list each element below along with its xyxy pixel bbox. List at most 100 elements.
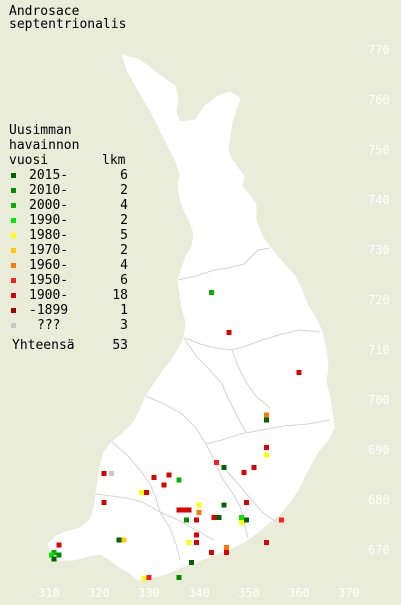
legend-item: -1899 1 bbox=[11, 303, 128, 318]
observation-square bbox=[239, 520, 244, 525]
legend-swatch bbox=[11, 308, 16, 313]
legend-item: 1980- 5 bbox=[11, 228, 128, 243]
legend-item-count: 5 bbox=[120, 228, 128, 243]
northing-label: 680 bbox=[368, 493, 390, 507]
observation-square bbox=[264, 417, 269, 423]
legend-item-label: 1990- bbox=[29, 213, 68, 228]
northing-label: 730 bbox=[368, 243, 390, 257]
observation-square bbox=[161, 482, 167, 488]
observation-square bbox=[194, 517, 199, 523]
northing-label: 720 bbox=[368, 293, 390, 307]
legend-item: 2015- 6 bbox=[11, 168, 128, 183]
observation-square bbox=[139, 490, 144, 495]
easting-labels: 310 320 330 340 350 360 370 bbox=[38, 586, 360, 600]
observation-square bbox=[224, 545, 229, 550]
observation-square bbox=[196, 510, 202, 515]
observation-square bbox=[264, 452, 269, 458]
observation-square bbox=[181, 507, 187, 513]
observation-square bbox=[184, 517, 189, 523]
observation-square bbox=[101, 471, 107, 476]
observation-square bbox=[101, 500, 107, 505]
northing-labels: 770 760 750 740 730 720 710 700 690 680 670 bbox=[368, 43, 390, 557]
easting-label: 310 bbox=[38, 586, 60, 600]
legend-item-count: 4 bbox=[120, 198, 128, 213]
legend-swatch bbox=[11, 323, 16, 328]
observation-square bbox=[141, 576, 147, 581]
northing-label: 690 bbox=[368, 443, 390, 457]
observation-square bbox=[121, 537, 127, 543]
legend-item-label: 1950- bbox=[29, 273, 68, 288]
observation-square bbox=[241, 470, 247, 475]
observation-square bbox=[176, 477, 182, 483]
observation-square bbox=[209, 290, 214, 295]
observation-square bbox=[49, 552, 54, 558]
observation-square bbox=[166, 472, 172, 478]
observation-square bbox=[251, 465, 257, 470]
legend-swatch bbox=[11, 233, 16, 238]
legend-item-count: 6 bbox=[120, 273, 128, 288]
easting-label: 340 bbox=[188, 586, 210, 600]
northing-label: 750 bbox=[368, 143, 390, 157]
legend-item-label: 2000- bbox=[29, 198, 68, 213]
legend-item: 1950- 6 bbox=[11, 273, 128, 288]
legend-swatch bbox=[11, 278, 16, 283]
legend-item-label: 1970- bbox=[29, 243, 68, 258]
observation-square bbox=[144, 490, 149, 495]
observation-square bbox=[56, 542, 62, 548]
observation-square bbox=[279, 517, 284, 523]
legend-item-count: 2 bbox=[120, 183, 128, 198]
legend-heading-line2: havainnon bbox=[9, 138, 79, 153]
legend-total-count: 53 bbox=[112, 338, 128, 353]
easting-label: 370 bbox=[338, 586, 360, 600]
legend-swatch bbox=[11, 188, 16, 193]
observation-square bbox=[194, 532, 199, 538]
legend-item: 1990- 2 bbox=[11, 213, 128, 228]
legend-swatch bbox=[11, 218, 16, 223]
easting-label: 320 bbox=[88, 586, 110, 600]
observation-square bbox=[176, 575, 182, 580]
northing-label: 700 bbox=[368, 393, 390, 407]
legend-item: 2010- 2 bbox=[11, 183, 128, 198]
observation-square bbox=[194, 540, 199, 545]
northing-label: 710 bbox=[368, 343, 390, 357]
observation-square bbox=[151, 475, 157, 480]
legend-item: 1900- 18 bbox=[11, 288, 128, 303]
northing-label: 670 bbox=[368, 543, 390, 557]
northing-label: 770 bbox=[368, 43, 390, 57]
observation-square bbox=[189, 560, 194, 565]
legend-item-label: 1900- bbox=[29, 288, 68, 303]
title-genus: Androsace bbox=[9, 4, 80, 19]
legend-item-count: 2 bbox=[120, 243, 128, 258]
easting-label: 360 bbox=[288, 586, 310, 600]
observation-square bbox=[196, 502, 202, 508]
legend-item: 2000- 4 bbox=[11, 198, 128, 213]
legend-item-count: 1 bbox=[120, 303, 128, 318]
legend-item-label: 1980- bbox=[29, 228, 68, 243]
observation-square bbox=[209, 550, 214, 555]
northing-label: 740 bbox=[368, 193, 390, 207]
observation-square bbox=[239, 515, 244, 520]
observation-square bbox=[146, 575, 152, 580]
observation-square bbox=[211, 515, 217, 520]
legend-item-count: 6 bbox=[120, 168, 128, 183]
legend-swatch bbox=[11, 173, 16, 178]
legend-item-label: -1899 bbox=[29, 303, 68, 318]
legend-swatch bbox=[11, 263, 16, 268]
observation-square bbox=[214, 460, 219, 465]
observation-square bbox=[296, 370, 302, 375]
observation-square bbox=[221, 465, 227, 470]
observation-square bbox=[244, 500, 249, 505]
northing-label: 760 bbox=[368, 93, 390, 107]
legend-col-year: vuosi bbox=[9, 153, 48, 168]
legend-item-count: 4 bbox=[120, 258, 128, 273]
legend-item-label: 2015- bbox=[29, 168, 68, 183]
legend-item: ??? 3 bbox=[11, 318, 128, 333]
legend-item-label: 2010- bbox=[29, 183, 68, 198]
legend: Uusimman havainnon vuosi lkm 2015- 62010-… bbox=[9, 123, 128, 353]
observation-square bbox=[186, 540, 192, 545]
observation-markers bbox=[49, 290, 302, 581]
legend-item: 1970- 2 bbox=[11, 243, 128, 258]
